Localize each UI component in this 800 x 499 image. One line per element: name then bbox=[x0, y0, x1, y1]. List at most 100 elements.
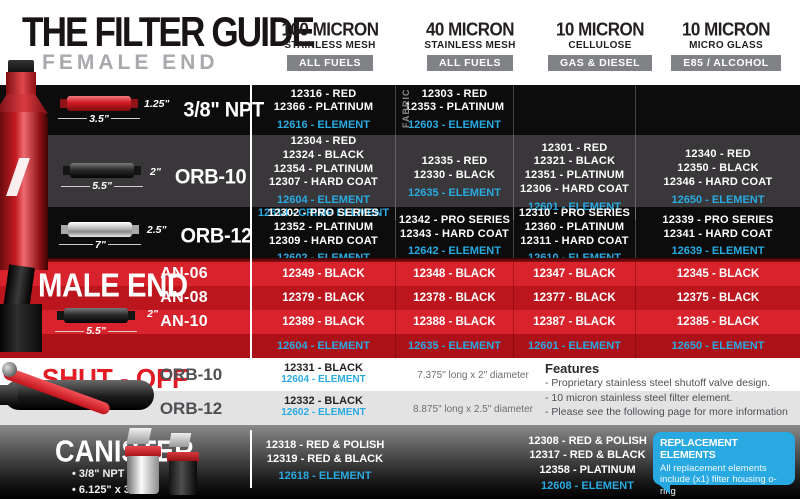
part-cell: 12302 - PRO SERIES 12352 - PLATINUM 1230… bbox=[252, 207, 395, 265]
fitting-label: ORB-12 bbox=[159, 399, 223, 418]
element-number: 12601 - ELEMENT bbox=[528, 340, 621, 352]
part-number: 12347 - BLACK bbox=[533, 268, 616, 280]
part-cell: 12301 - RED 12321 - BLACK 12351 - PLATIN… bbox=[513, 135, 635, 221]
element-number: 12608 - ELEMENT bbox=[541, 479, 634, 492]
male-end-section-label: MALE END bbox=[38, 268, 188, 305]
table-row-an06: AN-06 12349 - BLACK 12348 - BLACK 12347 … bbox=[0, 262, 800, 286]
fitting-label: AN-06 bbox=[160, 265, 208, 282]
element-numbers: 12616 - ELEMENT bbox=[277, 119, 370, 132]
element-numbers: 12601 - ELEMENT bbox=[528, 200, 621, 213]
part-number: 12332 - BLACK bbox=[284, 395, 363, 407]
black-filter-icon bbox=[63, 163, 141, 179]
chrome-filter-icon bbox=[61, 221, 140, 237]
element-numbers: 12650 - ELEMENT bbox=[671, 193, 765, 206]
female-end-table: 3.5" 1.25" 3/8" NPT 12316 - RED 12366 - … bbox=[0, 85, 800, 266]
height-dimension: 2" bbox=[150, 165, 161, 178]
column-media: STAINLESS MESH bbox=[424, 40, 516, 51]
red-band-top-edge bbox=[0, 258, 800, 262]
table-row-male-elements: 12604 - ELEMENT 12635 - ELEMENT 12601 - … bbox=[0, 334, 800, 358]
part-cell: 12387 - BLACK bbox=[513, 310, 635, 334]
table-divider-line bbox=[250, 85, 252, 358]
row-label-cell: 3.5" 1.25" 3/8" NPT bbox=[0, 85, 264, 135]
dimensions-note: 8.875" long x 2.5" diameter bbox=[413, 404, 533, 415]
filter-image: 5.5" bbox=[58, 163, 146, 192]
height-dimension: 2.5" bbox=[146, 224, 167, 237]
red-filter-icon bbox=[60, 95, 138, 111]
part-cell: 12377 - BLACK bbox=[513, 286, 635, 310]
part-cell: 12388 - BLACK bbox=[395, 310, 513, 334]
filter-image: 3.5" bbox=[58, 95, 140, 125]
part-cell: 12339 - PRO SERIES 12341 - HARD COAT 126… bbox=[635, 207, 800, 266]
fuel-badge: E85 / ALCOHOL bbox=[671, 55, 781, 71]
male-end-section: AN-06 12349 - BLACK 12348 - BLACK 12347 … bbox=[0, 258, 800, 358]
fuel-badge: GAS & DIESEL bbox=[547, 55, 653, 71]
column-micron: 10 MICRON bbox=[555, 19, 645, 40]
part-cell: 12340 - RED 12350 - BLACK 12346 - HARD C… bbox=[635, 135, 800, 221]
element-numbers: 12604 - ELEMENT 12614 - CRIMP ELEMENT bbox=[257, 194, 390, 220]
an-fitting-photo bbox=[0, 264, 46, 354]
part-cell: 12304 - RED 12324 - BLACK 12354 - PLATIN… bbox=[252, 135, 395, 220]
row-label-cell: 5.5" 2" ORB-10 bbox=[0, 135, 252, 220]
red-filter-photo bbox=[0, 60, 48, 270]
part-numbers: 12301 - RED 12321 - BLACK 12351 - PLATIN… bbox=[520, 141, 629, 195]
element-number: 12635 - ELEMENT bbox=[408, 340, 501, 352]
features-block: Features - Proprietary stainless steel s… bbox=[545, 361, 788, 420]
table-row-npt: 3.5" 1.25" 3/8" NPT 12316 - RED 12366 - … bbox=[0, 85, 800, 135]
fuel-badge: ALL FUELS bbox=[286, 55, 374, 71]
element-number: 12618 - ELEMENT bbox=[278, 469, 372, 482]
part-cell: 12389 - BLACK bbox=[252, 310, 395, 334]
part-cell-empty bbox=[513, 85, 635, 135]
part-number: 12388 - BLACK bbox=[413, 316, 496, 328]
part-numbers: 12310 - PRO SERIES 12360 - PLATINUM 1231… bbox=[518, 207, 631, 247]
filter-image: 7" bbox=[58, 221, 143, 251]
part-cell: 12347 - BLACK bbox=[513, 262, 635, 286]
element-numbers: 12642 - ELEMENT bbox=[408, 245, 501, 258]
part-number: 12379 - BLACK bbox=[282, 292, 365, 304]
column-header-100-micron: 100 MICRON STAINLESS MESH ALL FUELS bbox=[255, 19, 405, 71]
part-cell: 12375 - BLACK bbox=[635, 286, 800, 310]
part-number: 12387 - BLACK bbox=[533, 316, 616, 328]
part-numbers: 12318 - RED & POLISH 12319 - RED & BLACK bbox=[265, 439, 385, 466]
element-number: 12604 - ELEMENT bbox=[277, 340, 370, 352]
part-cell: 12308 - RED & POLISH 12317 - RED & BLACK… bbox=[505, 434, 670, 492]
part-number: 12385 - BLACK bbox=[676, 316, 760, 328]
table-row-an08: AN-08 12379 - BLACK 12378 - BLACK 12377 … bbox=[0, 286, 800, 310]
part-numbers: 12302 - PRO SERIES 12352 - PLATINUM 1230… bbox=[267, 207, 380, 247]
part-number: 12378 - BLACK bbox=[413, 292, 496, 304]
column-micron: 40 MICRON bbox=[425, 19, 515, 40]
column-header-10-micron-microglass: 10 MICRON MICRO GLASS E85 / ALCOHOL bbox=[652, 19, 800, 71]
part-number: 12349 - BLACK bbox=[282, 268, 365, 280]
replacement-elements-callout: REPLACEMENT ELEMENTS All replacement ele… bbox=[653, 432, 795, 497]
part-cell: 12342 - PRO SERIES 12343 - HARD COAT 126… bbox=[395, 207, 513, 266]
part-cell: 12331 - BLACK 12604 - ELEMENT bbox=[252, 362, 395, 385]
part-numbers: 12316 - RED 12366 - PLATINUM bbox=[273, 87, 374, 114]
part-number: 12389 - BLACK bbox=[282, 316, 365, 328]
features-list: - Proprietary stainless steel shutoff va… bbox=[545, 377, 788, 419]
length-dimension: 5.5" bbox=[61, 180, 143, 192]
fuel-badge: ALL FUELS bbox=[426, 55, 514, 71]
element-number: 12604 - ELEMENT bbox=[281, 374, 366, 385]
part-cell: 12378 - BLACK bbox=[395, 286, 513, 310]
fitting-label: ORB-10 bbox=[159, 365, 223, 384]
black-filter-icon bbox=[57, 308, 135, 323]
page-title: THE FILTER GUIDE bbox=[22, 9, 315, 55]
part-cell: 12349 - BLACK bbox=[252, 262, 395, 286]
fitting-label: ORB-10 bbox=[174, 165, 247, 189]
column-header-40-micron: 40 MICRON STAINLESS MESH ALL FUELS bbox=[400, 19, 540, 71]
fitting-label: 3/8" NPT bbox=[183, 97, 264, 122]
table-divider-line bbox=[250, 430, 252, 488]
part-numbers: 12304 - RED 12324 - BLACK 12354 - PLATIN… bbox=[269, 135, 378, 189]
part-number: 12348 - BLACK bbox=[413, 268, 496, 280]
fitting-label: AN-10 bbox=[160, 313, 208, 330]
row-label-cell: AN-10 bbox=[0, 310, 252, 334]
part-cell: 12318 - RED & POLISH 12319 - RED & BLACK… bbox=[252, 438, 398, 482]
row-label-cell: AN-08 bbox=[0, 286, 252, 310]
part-cell: 12345 - BLACK bbox=[635, 262, 800, 286]
element-cell: 12635 - ELEMENT bbox=[395, 334, 513, 358]
height-dimension: 1.25" bbox=[144, 98, 170, 110]
shutoff-valve-photo bbox=[0, 362, 236, 422]
features-title: Features bbox=[545, 361, 600, 376]
element-cell: 12650 - ELEMENT bbox=[635, 334, 800, 358]
part-cell-empty bbox=[635, 85, 800, 135]
